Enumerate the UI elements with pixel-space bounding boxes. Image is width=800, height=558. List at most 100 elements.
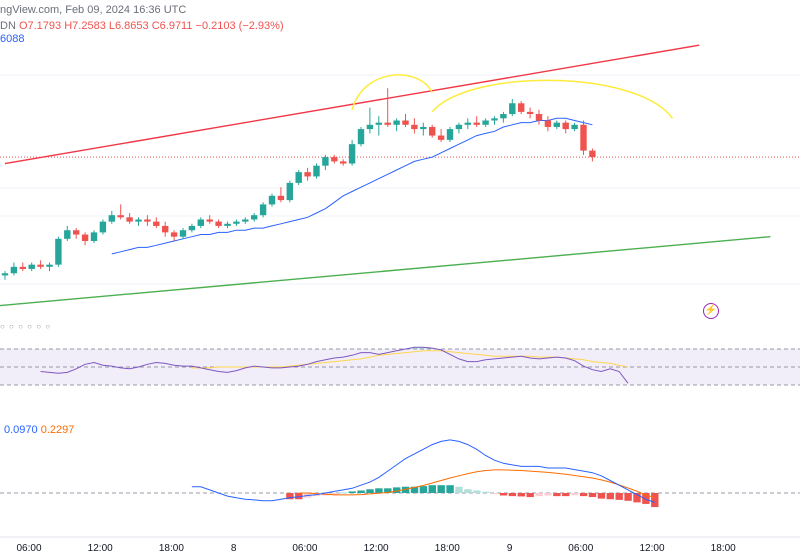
macd-histogram-bar — [508, 493, 517, 497]
candle-body — [251, 215, 258, 220]
time-tick-label: 12:00 — [364, 543, 389, 554]
macd-histogram-bar — [588, 493, 597, 498]
candle-body — [197, 219, 204, 226]
candle-body — [117, 215, 124, 218]
macd-histogram-bar — [473, 490, 481, 493]
candle-body — [55, 238, 62, 265]
macd-histogram-bar — [651, 493, 659, 508]
close-value: C6.9711 — [151, 20, 193, 32]
candle-body — [500, 114, 507, 119]
time-tick-label: 06:00 — [292, 543, 317, 554]
macd-histogram-bar — [642, 493, 650, 504]
candle-body — [19, 266, 26, 269]
candle-body — [357, 129, 365, 145]
macd-histogram-bar — [562, 493, 570, 497]
candle-body — [286, 182, 293, 201]
candle-body — [366, 124, 374, 130]
chart-header: ngView.com, Feb 09, 2024 16:36 UTC — [0, 4, 186, 16]
time-tick-label: 12:00 — [88, 543, 113, 554]
macd-histogram-bar — [597, 493, 606, 499]
candle-body — [509, 103, 516, 115]
candle-body — [37, 264, 44, 267]
time-tick-label: 12:00 — [639, 543, 664, 554]
time-tick-label: 8 — [231, 543, 237, 554]
candle-body — [64, 230, 71, 239]
candle-body — [331, 157, 338, 162]
macd-histogram-bar — [348, 491, 356, 493]
candle-body — [589, 150, 596, 158]
candle-body — [384, 122, 391, 125]
candle-body — [348, 144, 356, 164]
candle-body — [46, 264, 53, 267]
indicator-settings-dots[interactable]: ○ ○ ○ ○ ○ ○ — [0, 322, 52, 331]
source-label: ngView.com, Feb 09, 2024 16:36 UTC — [0, 4, 187, 16]
candle-body — [437, 135, 445, 140]
candle-body — [562, 122, 569, 130]
candle-body — [81, 234, 89, 241]
candle-body — [526, 111, 534, 115]
candle-body — [170, 232, 178, 237]
candle-body — [411, 124, 418, 130]
macd-header: 0.0970 0.2297 — [4, 424, 74, 436]
candle-body — [393, 120, 400, 125]
low-value: L6.8653 — [108, 20, 149, 32]
candle-body — [126, 217, 133, 222]
macd-histogram-bar — [517, 493, 525, 497]
arc-pattern — [431, 79, 674, 119]
candle-body — [179, 230, 187, 237]
macd-histogram-bar — [339, 492, 347, 494]
high-value: H7.2583 — [64, 20, 106, 32]
candle-body — [277, 195, 285, 201]
macd-histogram-bar — [499, 493, 508, 496]
candle-body — [224, 223, 231, 226]
macd-histogram-bar — [526, 493, 534, 498]
macd-histogram-bar — [553, 493, 561, 497]
candle-body — [259, 204, 267, 216]
candle-body — [90, 232, 98, 241]
macd-histogram-bar — [633, 493, 641, 503]
macd-histogram-bar — [366, 489, 374, 493]
candle-body — [580, 124, 587, 151]
candle-body — [322, 157, 329, 166]
macd-signal-line — [298, 469, 655, 499]
candle-body — [1, 273, 9, 276]
candle-body — [162, 225, 169, 233]
macd-histogram-bar — [535, 493, 543, 497]
macd-histogram-bar — [428, 485, 436, 493]
macd-histogram-bar — [384, 488, 392, 493]
ohlc-row: DN O7.1793 H7.2583 L6.8653 C6.9711 −0.21… — [0, 20, 284, 32]
macd-histogram-bar — [544, 493, 552, 496]
macd-histogram-bar — [330, 493, 339, 495]
moving-average-line — [111, 117, 593, 255]
time-tick-label: 18:00 — [159, 543, 184, 554]
macd-histogram-bar — [482, 491, 490, 493]
time-tick-label: 18:00 — [711, 543, 736, 554]
candle-body — [73, 230, 80, 235]
candle-body — [455, 124, 463, 130]
macd-histogram-bar — [490, 493, 499, 494]
change-value: −0.2103 (−2.93%) — [195, 20, 284, 32]
candle-body — [544, 120, 552, 127]
macd-histogram-bar — [295, 493, 303, 500]
macd-histogram-bar — [286, 493, 294, 500]
candle-body — [473, 122, 480, 125]
arc-pattern — [351, 74, 433, 110]
candle-body — [144, 219, 151, 222]
macd-histogram-bar — [615, 493, 623, 500]
macd-histogram-bar — [410, 486, 419, 493]
candle-body — [242, 219, 249, 222]
candle-body — [402, 120, 409, 125]
candle-body — [446, 129, 454, 140]
candle-body — [375, 122, 382, 125]
candle-body — [571, 124, 578, 130]
lightning-icon[interactable]: ⚡ — [703, 303, 719, 319]
candle-body — [99, 221, 107, 233]
resistance-trendline — [4, 44, 700, 165]
macd-value: 0.0970 — [4, 424, 38, 436]
signal-value: 0.2297 — [40, 424, 75, 436]
macd-histogram-bar — [419, 486, 428, 493]
candle-body — [10, 266, 18, 274]
open-value: O7.1793 — [18, 20, 62, 32]
candle-body — [188, 225, 196, 231]
